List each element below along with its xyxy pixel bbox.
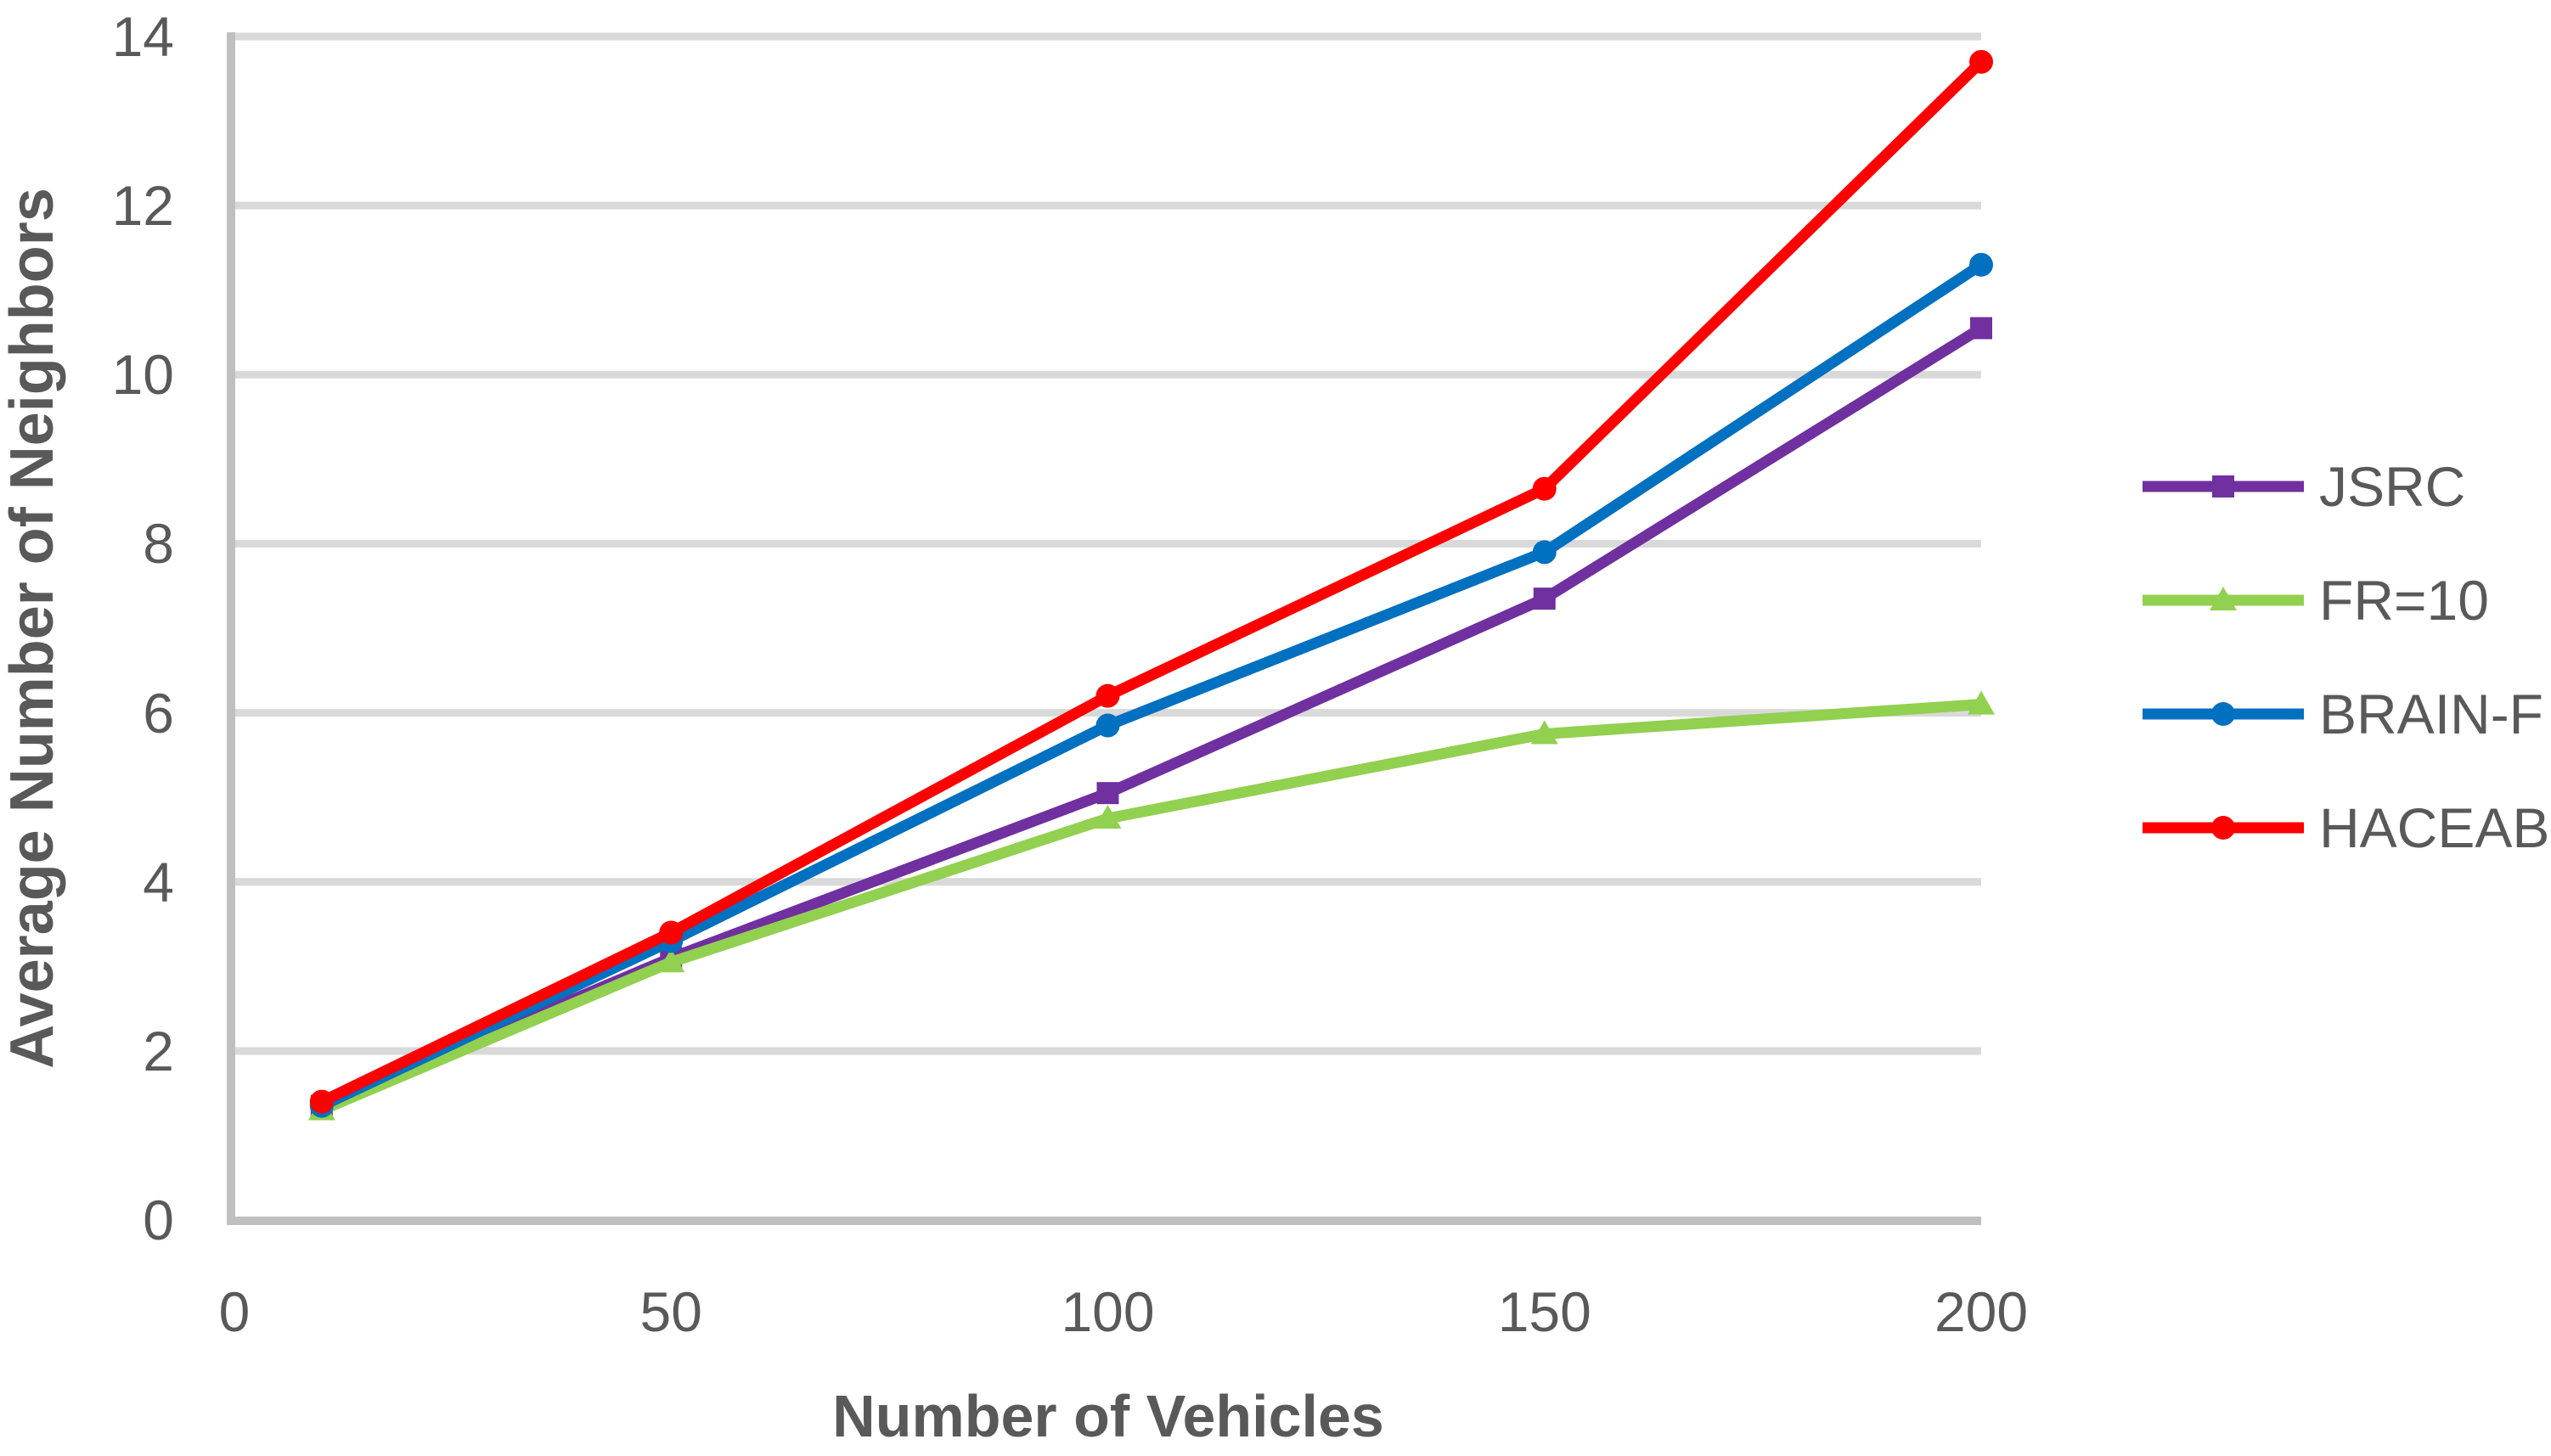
series-marker-haceab (309, 1089, 334, 1114)
y-tick-label: 10 (111, 343, 174, 407)
y-tick-label: 8 (143, 512, 174, 576)
x-tick-label: 100 (1061, 1280, 1155, 1343)
y-tick-label: 4 (143, 850, 174, 914)
series-marker-haceab (1095, 683, 1120, 708)
x-axis-title: Number of Vehicles (832, 1383, 1384, 1449)
series-marker-fr=10 (1094, 805, 1122, 829)
legend-swatch-fr=10 (2143, 587, 2304, 610)
x-tick-label: 50 (639, 1280, 702, 1343)
series-marker-fr=10 (1968, 690, 1995, 715)
y-tick-label: 2 (143, 1019, 174, 1082)
series-marker-haceab (1969, 49, 1993, 74)
series-marker-haceab (1532, 476, 1557, 501)
legend-swatch-jsrc (2143, 475, 2304, 498)
y-tick-label: 14 (111, 5, 174, 68)
series-marker-jsrc (1970, 317, 1992, 340)
series-marker-brain-f (1095, 713, 1120, 738)
legend-label: BRAIN-F (2319, 683, 2543, 745)
legend-label: FR=10 (2319, 569, 2489, 632)
y-axis-title: Average Number of Neighbors (0, 188, 66, 1069)
legend-swatch-haceab (2143, 816, 2304, 840)
circle-marker-icon (2211, 816, 2235, 840)
circle-marker-icon (2211, 702, 2235, 726)
x-tick-label: 0 (218, 1280, 251, 1343)
y-tick-label: 0 (143, 1189, 174, 1251)
legend-item-haceab: HACEAB (2143, 796, 2550, 859)
series-marker-haceab (659, 920, 684, 945)
legend-label: HACEAB (2319, 796, 2550, 859)
legend-item-fr=10: FR=10 (2143, 569, 2489, 632)
series-marker-jsrc (1533, 587, 1556, 610)
legend-label: JSRC (2319, 455, 2466, 518)
legend-item-jsrc: JSRC (2143, 455, 2466, 518)
square-marker-icon (2212, 475, 2234, 498)
legend-item-brain-f: BRAIN-F (2143, 683, 2543, 745)
y-tick-label: 6 (143, 681, 174, 745)
legend-swatch-brain-f (2143, 702, 2304, 726)
triangle-marker-icon (2210, 587, 2237, 610)
series-marker-brain-f (1969, 252, 1993, 277)
series-line-haceab (316, 56, 1987, 1108)
series-marker-fr=10 (657, 948, 685, 973)
y-tick-label: 12 (111, 174, 174, 238)
x-tick-label: 150 (1497, 1280, 1591, 1343)
series-marker-jsrc (1096, 782, 1119, 805)
series-marker-fr=10 (1530, 720, 1558, 745)
series-marker-brain-f (1532, 540, 1557, 565)
x-tick-label: 200 (1934, 1280, 2029, 1343)
